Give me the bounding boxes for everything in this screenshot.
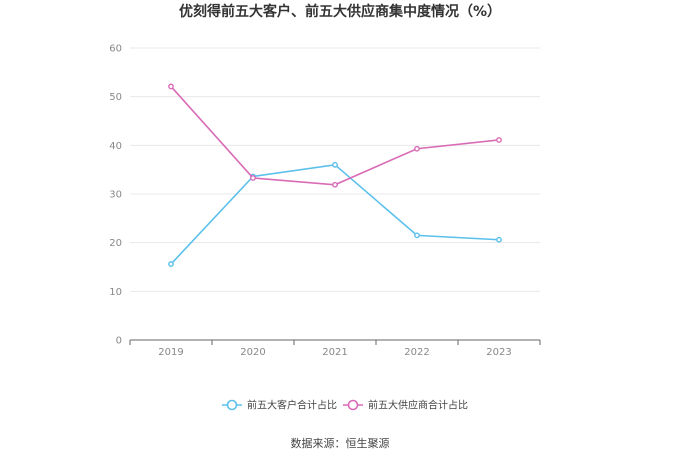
y-tick-label: 10: [109, 287, 122, 298]
y-tick-label: 60: [109, 44, 122, 55]
data-point: [168, 83, 174, 90]
series-line-1: [170, 85, 500, 186]
y-axis-ticks: 0 10 20 30 40 50 60: [109, 44, 122, 347]
x-tick-label: 2019: [158, 347, 183, 358]
y-tick-label: 40: [109, 141, 122, 152]
x-tick-label: 2023: [486, 347, 511, 358]
series-line-0: [170, 163, 500, 265]
y-tick-label: 0: [116, 336, 122, 347]
legend-label: 前五大供应商合计占比: [368, 399, 468, 412]
data-point: [332, 181, 338, 188]
x-tick-label: 2021: [322, 347, 347, 358]
legend-marker: [347, 399, 359, 411]
data-point: [414, 145, 420, 152]
data-point: [496, 137, 502, 143]
data-point: [168, 261, 174, 267]
y-tick-label: 20: [109, 238, 122, 249]
data-point: [496, 236, 502, 243]
data-point: [414, 232, 420, 239]
y-tick-label: 30: [109, 190, 122, 201]
data-source: 数据来源：恒生聚源: [291, 436, 390, 450]
x-tick-label: 2020: [240, 347, 265, 358]
data-point: [250, 175, 256, 181]
y-tick-label: 50: [109, 92, 122, 103]
legend: 前五大客户合计占比 前五大供应商合计占比: [222, 399, 468, 412]
chart-title: 优刻得前五大客户、前五大供应商集中度情况（%）: [179, 3, 501, 20]
legend-label: 前五大客户合计占比: [247, 399, 337, 412]
x-tick-label: 2022: [404, 347, 429, 358]
x-axis: 2019 2020 2021 2022 2023: [129, 339, 541, 358]
series-lines: [168, 83, 502, 267]
grid-lines: [130, 47, 540, 292]
legend-marker: [226, 399, 238, 411]
data-point: [332, 161, 338, 168]
